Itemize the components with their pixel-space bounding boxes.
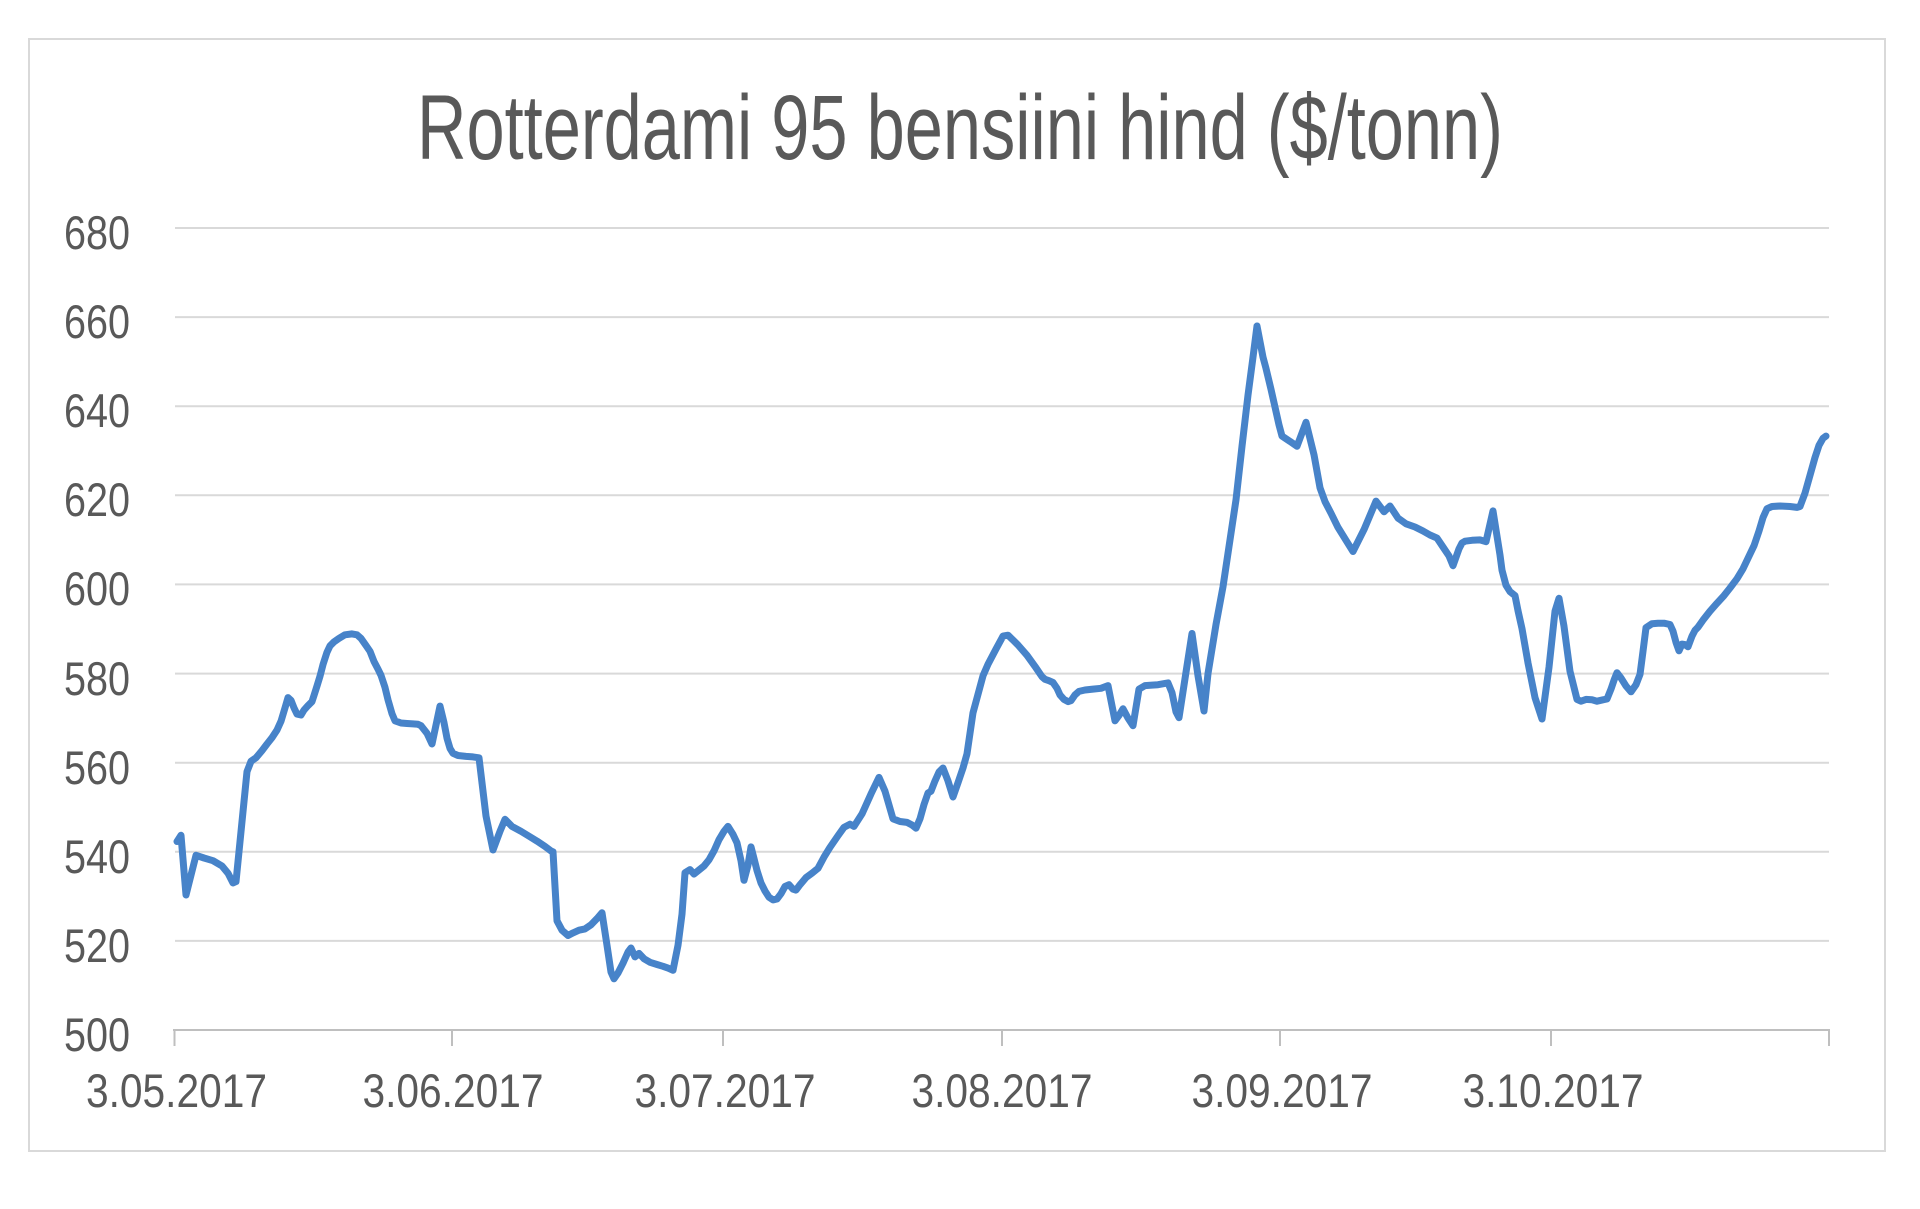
svg-text:500: 500	[64, 1008, 130, 1061]
svg-text:520: 520	[64, 919, 130, 972]
svg-text:660: 660	[64, 295, 130, 348]
svg-text:620: 620	[64, 473, 130, 526]
svg-text:680: 680	[64, 206, 130, 259]
svg-text:580: 580	[64, 652, 130, 705]
svg-text:3.05.2017: 3.05.2017	[86, 1064, 267, 1117]
svg-text:560: 560	[64, 741, 130, 794]
svg-text:540: 540	[64, 830, 130, 883]
svg-text:3.09.2017: 3.09.2017	[1192, 1064, 1373, 1117]
svg-text:600: 600	[64, 562, 130, 615]
svg-text:3.06.2017: 3.06.2017	[363, 1064, 544, 1117]
svg-text:3.07.2017: 3.07.2017	[635, 1064, 816, 1117]
svg-text:3.10.2017: 3.10.2017	[1463, 1064, 1644, 1117]
svg-text:Rotterdami 95 bensiini hind ($: Rotterdami 95 bensiini hind ($/tonn)	[417, 77, 1503, 179]
svg-text:640: 640	[64, 384, 130, 437]
svg-text:3.08.2017: 3.08.2017	[912, 1064, 1093, 1117]
